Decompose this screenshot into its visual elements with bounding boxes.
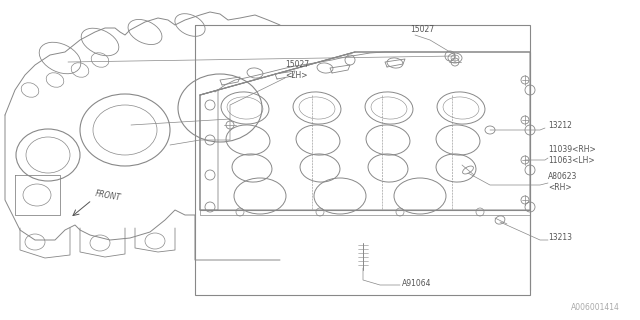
- Text: 13212: 13212: [548, 121, 572, 130]
- Text: 15027: 15027: [410, 26, 434, 35]
- Text: 13213: 13213: [548, 233, 572, 242]
- Text: 15027
<LH>: 15027 <LH>: [285, 60, 309, 80]
- Text: FRONT: FRONT: [94, 189, 121, 203]
- Text: A91064: A91064: [402, 278, 431, 287]
- Text: 11039<RH>
11063<LH>: 11039<RH> 11063<LH>: [548, 145, 596, 165]
- Text: A80623
<RH>: A80623 <RH>: [548, 172, 577, 192]
- Text: A006001414: A006001414: [571, 303, 620, 313]
- Bar: [195, 25, 530, 295]
